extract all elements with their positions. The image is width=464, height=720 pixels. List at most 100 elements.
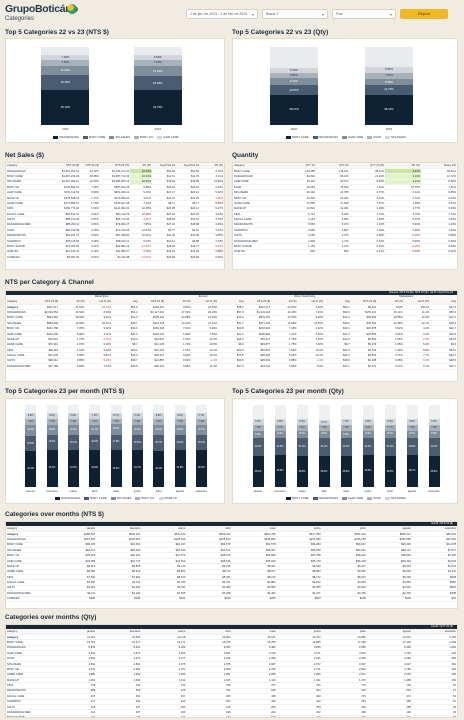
column-header[interactable]: agosto (366, 526, 412, 532)
table-cell: 17,549 (315, 200, 350, 207)
column-header[interactable]: janeiro (51, 526, 97, 532)
column-header[interactable]: AP (%) (199, 163, 224, 169)
bar-segment: 38.4% (318, 455, 330, 487)
column-header[interactable]: fevereiro (96, 629, 142, 635)
column-header[interactable]: category (6, 299, 33, 305)
date-range-picker[interactable]: 1 de jan. de 2023 - 2 de set. de 2023 ▾ (186, 9, 258, 19)
column-header[interactable]: 23 (%) (59, 299, 86, 305)
column-header[interactable]: junho (276, 526, 322, 532)
column-header[interactable]: 23 (%) (165, 299, 192, 305)
table-cell: $24,611 (244, 363, 272, 370)
column-header[interactable]: category (6, 526, 52, 532)
column-header[interactable]: setembro (411, 526, 457, 532)
table-cell: 1.74% (59, 336, 86, 343)
table-cell: 0.67% (377, 363, 404, 370)
column-header[interactable]: 23 (%) (271, 299, 298, 305)
table-cell: 708 (51, 682, 97, 689)
column-header[interactable]: NTS 23 (%) (99, 163, 131, 169)
column-header[interactable]: maio (231, 526, 277, 532)
column-header[interactable]: junho (276, 629, 322, 635)
table-cell: $8,612 (96, 569, 142, 576)
table-cell: 9.18% (191, 325, 219, 332)
column-header[interactable]: category (233, 163, 283, 169)
column-header[interactable]: QTY 23 (%) (349, 163, 386, 169)
column-header[interactable]: Avg (430, 299, 457, 305)
table-cell: 1.72% (421, 211, 457, 218)
table-cell: $9,199 (276, 563, 322, 570)
bar-segment: 17.9% (110, 435, 122, 450)
column-header[interactable]: março (141, 526, 187, 532)
column-header[interactable]: var.% (%) (85, 299, 113, 305)
column-header[interactable]: janeiro (51, 629, 97, 635)
column-header[interactable]: Avg Price 23 (152, 163, 176, 169)
table-cell: 12.82% (59, 320, 86, 327)
column-header[interactable]: var.% (%) (191, 299, 219, 305)
column-header[interactable]: fevereiro (96, 526, 142, 532)
column-header[interactable]: NTS 23 ($) (49, 163, 81, 169)
column-header[interactable]: setembro (411, 629, 457, 635)
bar-segment-other (384, 405, 396, 420)
table-cell: $11.79 (176, 173, 200, 180)
bar-segment: 8.5% (296, 431, 308, 439)
bar-segment-other (318, 405, 330, 420)
column-header[interactable]: julho (321, 629, 367, 635)
column-header[interactable]: julho (321, 526, 367, 532)
table-cell: 42,530 (96, 634, 142, 641)
table-cell: -1.68% (199, 195, 224, 202)
column-header[interactable]: category (6, 163, 50, 169)
table-cell: 9.11% (85, 315, 113, 322)
brand-filter[interactable]: Brand 1 ▾ (262, 9, 328, 19)
column-header[interactable]: var.% (%) (403, 299, 431, 305)
column-header[interactable]: Avg Price 22 (176, 163, 200, 169)
column-header[interactable]: Avg (112, 299, 139, 305)
column-header[interactable]: NTS 23 ($) (138, 299, 166, 305)
table-cell: 7.01% (297, 309, 325, 316)
table-cell: $4,305 (141, 590, 187, 597)
column-header[interactable]: NTS 22 ($) (80, 163, 100, 169)
bar-segment: 8.6% (340, 431, 352, 439)
table-row: SHAMPOO 417 430 436 434 446 442 454 450 51 (6, 699, 457, 706)
table-cell: HAIR OIL (233, 249, 283, 256)
legend-label: BODY CARE (88, 135, 106, 139)
column-header[interactable]: março (141, 629, 187, 635)
column-header[interactable]: abril (186, 629, 232, 635)
column-header[interactable]: abril (186, 526, 232, 532)
column-header[interactable]: agosto (366, 629, 412, 635)
table-cell: 1.79% (271, 336, 298, 343)
x-axis-label: junho (133, 489, 141, 493)
column-header[interactable]: Avg (218, 299, 245, 305)
table-cell: $14.25 (176, 195, 200, 202)
table-cell: 5.30% (297, 331, 325, 338)
table-cell: 640 (321, 688, 367, 695)
table-cell: $93,578 (231, 542, 277, 549)
column-header[interactable]: var.% (%) (297, 299, 325, 305)
column-header[interactable]: NTS 23 ($) (350, 299, 378, 305)
bar-segment: 7.61% (364, 72, 413, 79)
column-header[interactable]: QTY 23 (282, 163, 316, 169)
column-header[interactable]: 23 (%) (377, 299, 404, 305)
column-header[interactable]: Share (%) (421, 163, 457, 169)
column-header[interactable]: NTS 23 ($) (244, 299, 272, 305)
bar-segment-other (153, 405, 165, 414)
bar-segment: 6.7% (110, 413, 122, 419)
column-header[interactable]: NTS 23 ($) (32, 299, 60, 305)
table-cell: 9.81% (85, 352, 113, 359)
report-button[interactable]: Report (400, 9, 448, 19)
channel-filter[interactable]: Flux ▾ (332, 9, 396, 19)
column-header[interactable]: QTY 22 (315, 163, 350, 169)
column-header[interactable]: SS (%) (385, 163, 422, 169)
column-header[interactable]: SS (%) (130, 163, 153, 169)
legend-label: HAIR CARE (348, 135, 364, 139)
table-cell: -3.04% (199, 243, 224, 250)
table-cell: $4,288 (186, 590, 232, 597)
table-cell: 23,221 (315, 195, 350, 202)
table-cell: 22.1% (403, 320, 431, 327)
column-header[interactable]: Avg (324, 299, 351, 305)
table-cell: 7.61% (165, 325, 192, 332)
column-header[interactable]: category (6, 629, 52, 635)
table-cell: 5.47% (199, 206, 224, 213)
brand-name: GrupoBoticário (5, 3, 78, 15)
table-row: BODY OIL $734,892.42 7.23% $687,593.29 6.88%… (6, 184, 224, 191)
table-cell: $20,585 (350, 331, 378, 338)
column-header[interactable]: maio (231, 629, 277, 635)
